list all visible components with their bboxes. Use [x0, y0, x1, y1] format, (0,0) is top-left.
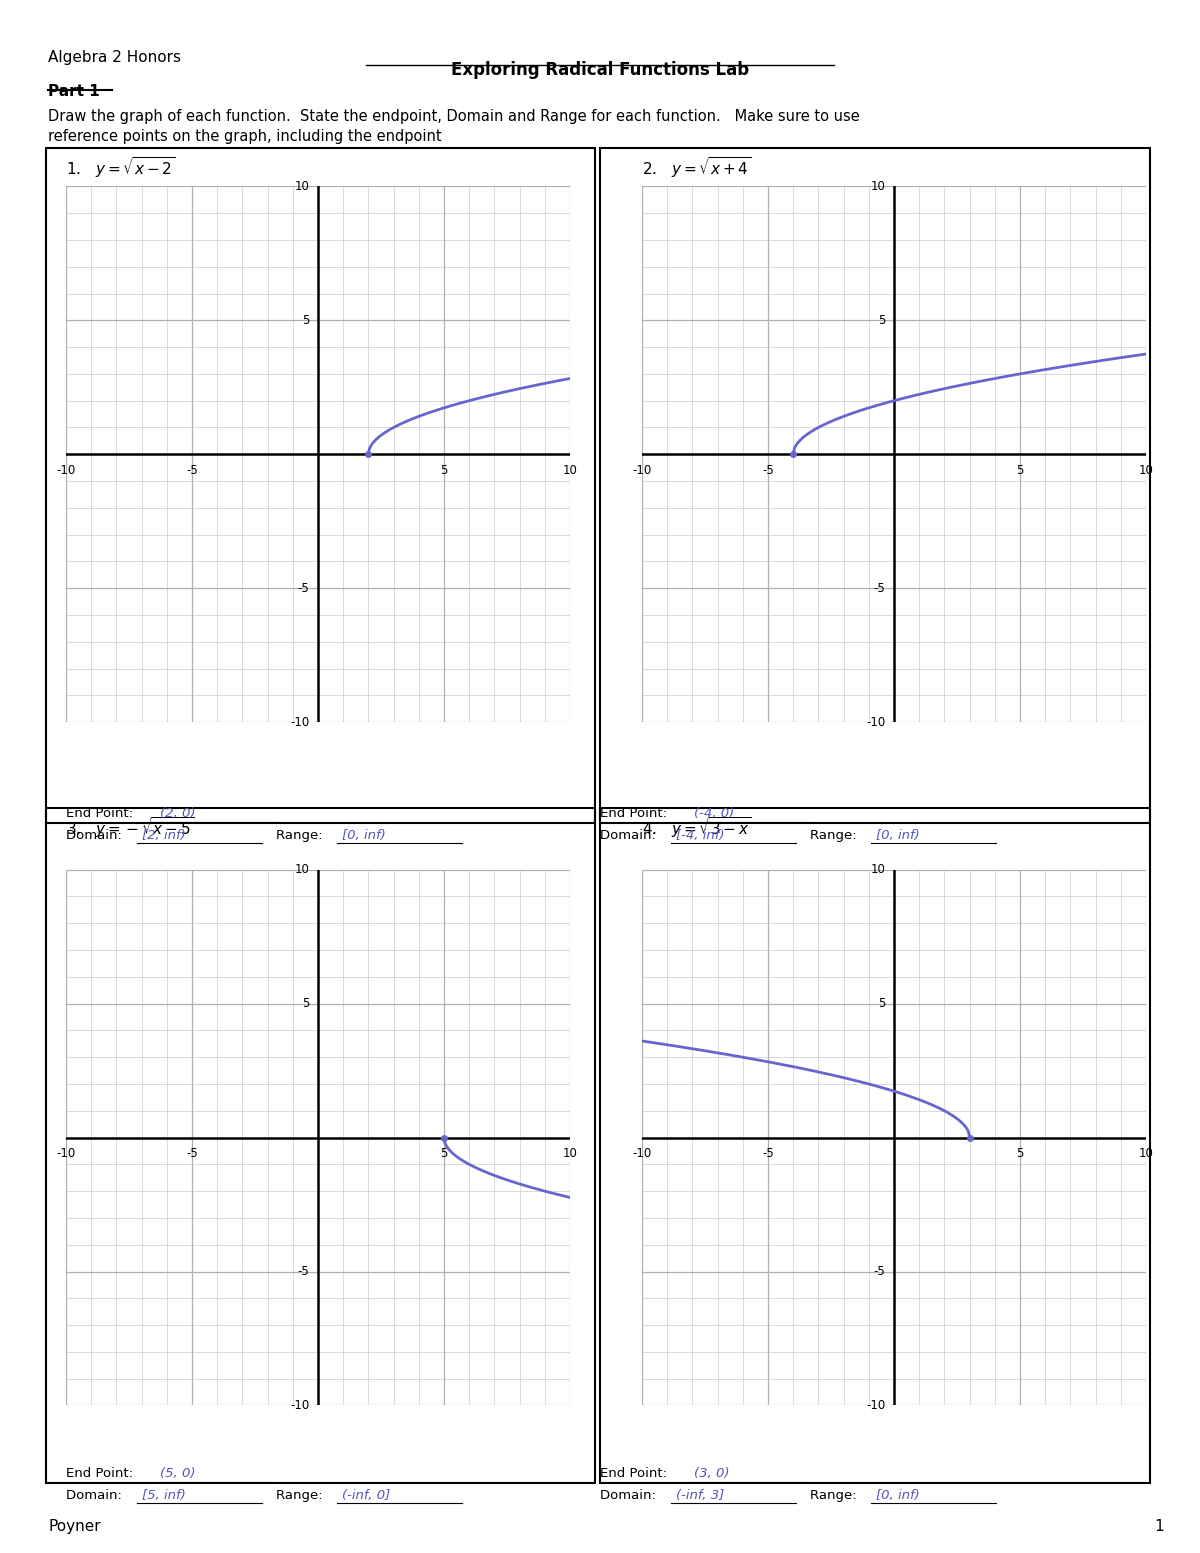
- Text: 5: 5: [1016, 1148, 1024, 1160]
- Text: (-inf, 3]: (-inf, 3]: [676, 1489, 724, 1502]
- Text: -10: -10: [290, 1399, 310, 1412]
- Text: Exploring Radical Functions Lab: Exploring Radical Functions Lab: [451, 61, 749, 79]
- Text: Range:: Range:: [276, 1489, 326, 1502]
- Text: 5: 5: [440, 464, 448, 477]
- Text: 5: 5: [1016, 464, 1024, 477]
- Text: 10: 10: [563, 1148, 577, 1160]
- Text: Range:: Range:: [810, 829, 860, 842]
- Text: 5: 5: [440, 1148, 448, 1160]
- Text: [0, inf): [0, inf): [876, 1489, 919, 1502]
- Text: 5: 5: [302, 997, 310, 1009]
- Text: -10: -10: [632, 1148, 652, 1160]
- Text: Part 1: Part 1: [48, 84, 100, 99]
- Text: 10: 10: [1139, 1148, 1153, 1160]
- Text: Domain:: Domain:: [66, 1489, 126, 1502]
- Text: [5, inf): [5, inf): [142, 1489, 185, 1502]
- Text: 10: 10: [294, 863, 310, 876]
- Text: 10: 10: [563, 464, 577, 477]
- Text: -10: -10: [56, 464, 76, 477]
- Text: (3, 0): (3, 0): [694, 1468, 730, 1480]
- Text: 1.   $y = \sqrt{x-2}$: 1. $y = \sqrt{x-2}$: [66, 155, 175, 180]
- Text: -10: -10: [866, 716, 886, 728]
- Text: 10: 10: [1139, 464, 1153, 477]
- Text: 4.   $y = \sqrt{3-x}$: 4. $y = \sqrt{3-x}$: [642, 815, 751, 840]
- Text: 5: 5: [878, 314, 886, 326]
- Text: -10: -10: [866, 1399, 886, 1412]
- Text: reference points on the graph, including the endpoint: reference points on the graph, including…: [48, 129, 442, 144]
- Text: -10: -10: [290, 716, 310, 728]
- Text: [0, inf): [0, inf): [342, 829, 385, 842]
- Text: End Point:: End Point:: [66, 1468, 137, 1480]
- Text: Poyner: Poyner: [48, 1519, 101, 1534]
- Text: Domain:: Domain:: [600, 1489, 660, 1502]
- Text: Algebra 2 Honors: Algebra 2 Honors: [48, 50, 181, 65]
- Text: -10: -10: [56, 1148, 76, 1160]
- Text: Domain:: Domain:: [600, 829, 660, 842]
- Text: -10: -10: [632, 464, 652, 477]
- Text: -5: -5: [186, 464, 198, 477]
- Text: 2.   $y = \sqrt{x+4}$: 2. $y = \sqrt{x+4}$: [642, 155, 751, 180]
- Text: Domain:: Domain:: [66, 829, 126, 842]
- Text: -5: -5: [874, 582, 886, 595]
- Text: -5: -5: [762, 464, 774, 477]
- Text: -5: -5: [762, 1148, 774, 1160]
- Text: [0, inf): [0, inf): [876, 829, 919, 842]
- Text: [2, inf): [2, inf): [142, 829, 185, 842]
- Text: -5: -5: [186, 1148, 198, 1160]
- Text: (2, 0): (2, 0): [160, 808, 196, 820]
- Text: -5: -5: [298, 582, 310, 595]
- Text: End Point:: End Point:: [66, 808, 137, 820]
- Text: 5: 5: [878, 997, 886, 1009]
- Text: End Point:: End Point:: [600, 1468, 671, 1480]
- Text: (-4, 0): (-4, 0): [694, 808, 734, 820]
- Text: -5: -5: [298, 1266, 310, 1278]
- Text: End Point:: End Point:: [600, 808, 671, 820]
- Text: Draw the graph of each function.  State the endpoint, Domain and Range for each : Draw the graph of each function. State t…: [48, 109, 859, 124]
- Text: (5, 0): (5, 0): [160, 1468, 196, 1480]
- Text: [-4, inf): [-4, inf): [676, 829, 724, 842]
- Text: 10: 10: [870, 180, 886, 193]
- Text: 3.   $y = -\sqrt{x-5}$: 3. $y = -\sqrt{x-5}$: [66, 815, 194, 840]
- Text: 10: 10: [870, 863, 886, 876]
- Text: (-inf, 0]: (-inf, 0]: [342, 1489, 390, 1502]
- Text: Range:: Range:: [276, 829, 326, 842]
- Text: Range:: Range:: [810, 1489, 860, 1502]
- Text: 1: 1: [1154, 1519, 1164, 1534]
- Text: -5: -5: [874, 1266, 886, 1278]
- Text: 5: 5: [302, 314, 310, 326]
- Text: 10: 10: [294, 180, 310, 193]
